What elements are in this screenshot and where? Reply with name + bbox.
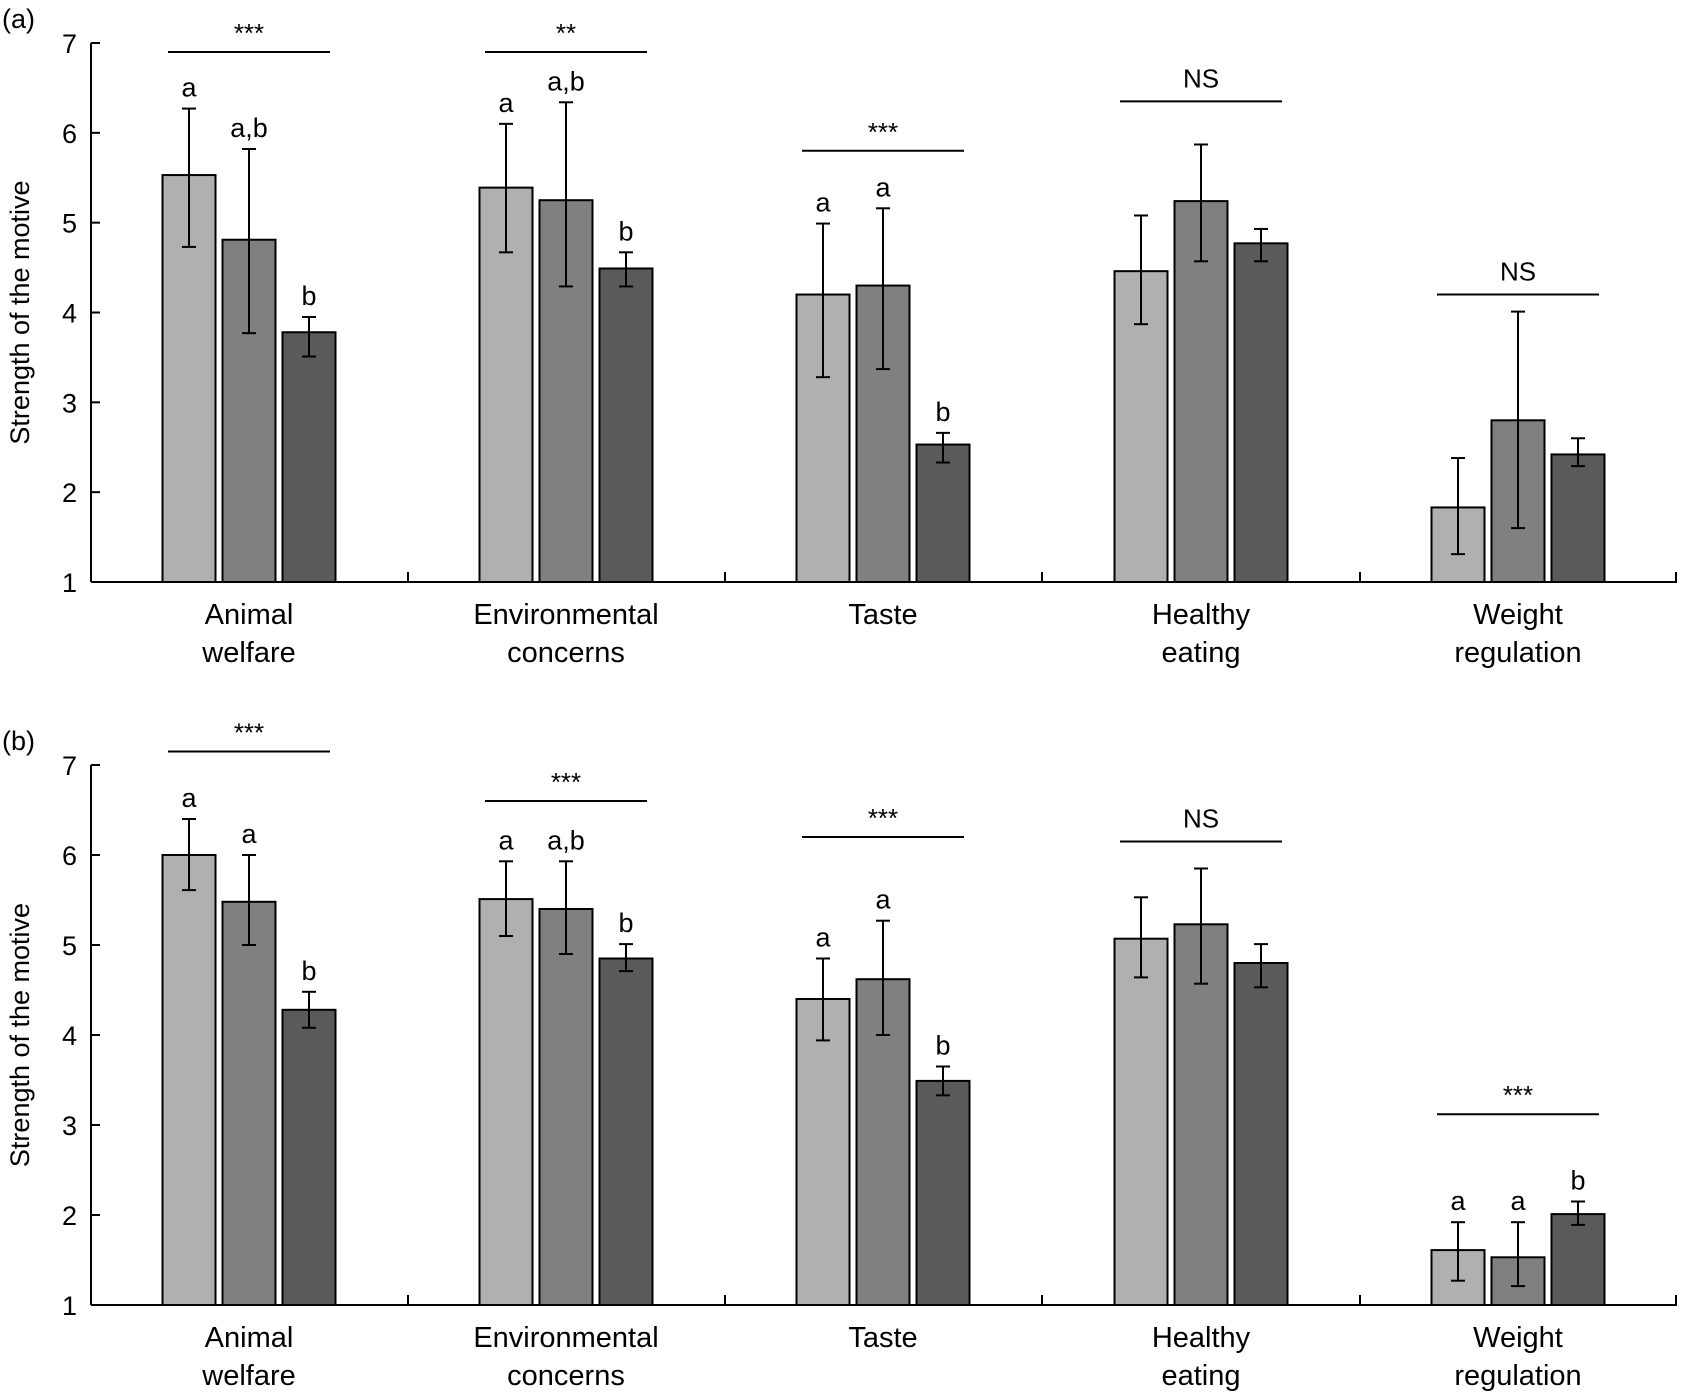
group-letter: a,b bbox=[230, 113, 268, 143]
bar bbox=[915, 1079, 971, 1307]
panel-label: (b) bbox=[2, 726, 35, 756]
significance-label: NS bbox=[1500, 257, 1536, 287]
group-letter: a bbox=[875, 172, 891, 202]
group-letter: a bbox=[181, 783, 197, 813]
y-tick-label: 1 bbox=[62, 1291, 77, 1321]
bar bbox=[538, 908, 594, 1306]
x-category-label: welfare bbox=[201, 1360, 296, 1392]
bar bbox=[1173, 200, 1229, 584]
y-tick-label: 5 bbox=[62, 209, 77, 239]
group-letter: b bbox=[618, 908, 633, 938]
group-letter: a bbox=[815, 923, 831, 953]
group-letter: a bbox=[181, 73, 197, 103]
group-letter: b bbox=[301, 281, 316, 311]
y-tick-label: 6 bbox=[62, 841, 77, 871]
x-category-label: eating bbox=[1161, 1360, 1240, 1392]
bar bbox=[598, 957, 654, 1306]
x-category-label: Animal bbox=[205, 1322, 294, 1354]
x-category-label: Weight bbox=[1473, 599, 1563, 631]
significance-label: NS bbox=[1183, 804, 1219, 834]
x-category-label: Taste bbox=[848, 1322, 917, 1354]
y-tick-label: 3 bbox=[62, 388, 77, 418]
y-tick-label: 2 bbox=[62, 1201, 77, 1231]
x-category-label: eating bbox=[1161, 637, 1240, 669]
y-axis-title: Strength of the motive bbox=[5, 903, 35, 1167]
x-category-label: Environmental bbox=[473, 599, 658, 631]
x-category-label: Animal bbox=[205, 599, 294, 631]
group-letter: a bbox=[1510, 1186, 1526, 1216]
bar bbox=[1233, 242, 1289, 583]
bar bbox=[478, 186, 534, 584]
significance-label: *** bbox=[551, 767, 581, 797]
y-tick-label: 6 bbox=[62, 119, 77, 149]
group-letter: a bbox=[815, 188, 831, 218]
y-tick-label: 7 bbox=[62, 29, 77, 59]
bar bbox=[1233, 962, 1289, 1306]
panel-label: (a) bbox=[2, 4, 35, 34]
panel-b: (b) Strength of the motive 1 2 3 4 5 6 7 a a a a a a,b… bbox=[2, 718, 1677, 1392]
group-letter: b bbox=[1570, 1166, 1585, 1196]
bar bbox=[221, 900, 277, 1306]
bar bbox=[1173, 923, 1229, 1306]
x-category-label: Environmental bbox=[473, 1322, 658, 1354]
bar bbox=[1550, 453, 1606, 584]
y-tick-label: 3 bbox=[62, 1111, 77, 1141]
group-letter: a bbox=[498, 88, 514, 118]
group-letter: a bbox=[241, 819, 257, 849]
panel-a: (a) Strength of the motive 1 2 3 4 5 6 7 a a a a,b a,… bbox=[2, 4, 1677, 669]
bar bbox=[1550, 1213, 1606, 1306]
y-tick-label: 1 bbox=[62, 568, 77, 598]
group-letter: a,b bbox=[547, 825, 585, 855]
group-letter: b bbox=[301, 956, 316, 986]
x-category-label: concerns bbox=[507, 637, 625, 669]
group-letter: a bbox=[498, 825, 514, 855]
y-tick-label: 2 bbox=[62, 478, 77, 508]
group-letter: b bbox=[935, 1031, 950, 1061]
bar bbox=[281, 1008, 337, 1306]
significance-label: *** bbox=[868, 117, 898, 147]
y-tick-label: 5 bbox=[62, 931, 77, 961]
x-category-label: concerns bbox=[507, 1360, 625, 1392]
y-axis-title: Strength of the motive bbox=[5, 180, 35, 444]
bar bbox=[281, 331, 337, 583]
x-category-label: Healthy bbox=[1152, 599, 1251, 631]
x-category-label: welfare bbox=[201, 637, 296, 669]
group-letter: a bbox=[1450, 1186, 1466, 1216]
significance-label: *** bbox=[1503, 1080, 1533, 1110]
bar bbox=[795, 998, 851, 1306]
x-category-label: Weight bbox=[1473, 1322, 1563, 1354]
bar bbox=[915, 443, 971, 583]
bar bbox=[1113, 937, 1169, 1306]
y-tick-label: 4 bbox=[62, 299, 77, 329]
significance-label: *** bbox=[868, 803, 898, 833]
x-category-label: regulation bbox=[1454, 637, 1581, 669]
group-letter: a,b bbox=[547, 66, 585, 96]
group-letter: a bbox=[875, 885, 891, 915]
bar bbox=[161, 854, 217, 1306]
group-letter: b bbox=[618, 216, 633, 246]
bar bbox=[478, 898, 534, 1306]
significance-label: *** bbox=[234, 18, 264, 48]
y-tick-label: 7 bbox=[62, 751, 77, 781]
y-tick-label: 4 bbox=[62, 1021, 77, 1051]
x-category-label: Healthy bbox=[1152, 1322, 1251, 1354]
group-letter: b bbox=[935, 397, 950, 427]
x-category-label: regulation bbox=[1454, 1360, 1581, 1392]
significance-label: *** bbox=[234, 718, 264, 748]
significance-label: ** bbox=[556, 18, 576, 48]
x-category-label: Taste bbox=[848, 599, 917, 631]
significance-label: NS bbox=[1183, 63, 1219, 93]
bar bbox=[598, 267, 654, 583]
